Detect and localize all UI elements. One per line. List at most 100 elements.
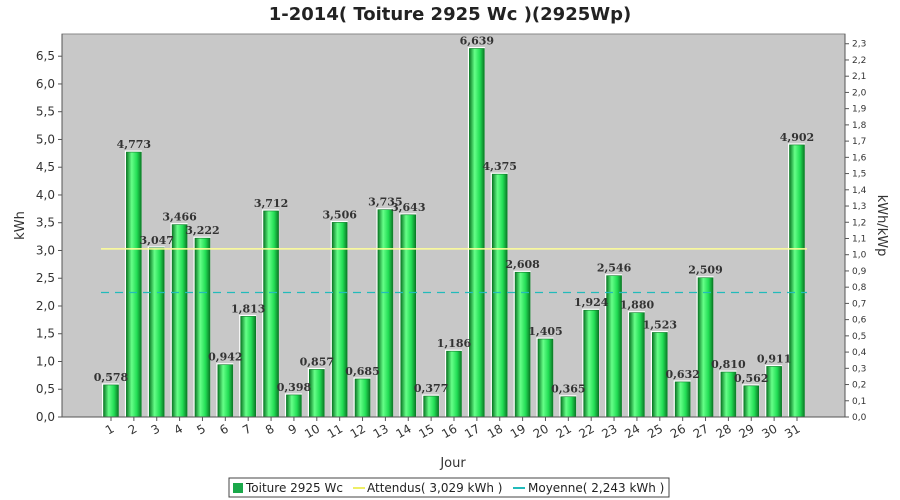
bar-value-label: 0,942 <box>208 351 242 364</box>
y2-tick-label: 0,9 <box>852 267 867 277</box>
y2-tick-label: 0,1 <box>852 397 866 407</box>
x-tick-label: 31 <box>782 421 802 441</box>
x-tick-label: 22 <box>576 421 596 441</box>
legend-label-average: Moyenne( 2,243 kWh ) <box>528 481 664 495</box>
bar-value-label: 3,735 <box>368 196 402 209</box>
x-tick-label: 11 <box>325 421 345 441</box>
bar-value-label: 0,685 <box>345 365 379 378</box>
bar-value-label: 0,398 <box>277 381 312 394</box>
x-axis-label: Jour <box>439 456 466 471</box>
x-tick-label: 21 <box>554 421 574 441</box>
y2-tick-label: 1,4 <box>852 186 867 196</box>
x-tick-label: 20 <box>531 421 551 441</box>
y-axis-right: 0,0 0,1 0,2 0,3 0,4 0,5 0,6 0,7 0,8 0,9 1,0 1,1 1,2 1… <box>844 34 867 423</box>
bar <box>126 151 142 418</box>
bar-value-label: 0,810 <box>711 358 746 371</box>
y2-tick-label: 1,7 <box>852 137 866 147</box>
x-tick-label: 6 <box>217 421 231 437</box>
bar-value-label: 3,643 <box>391 201 425 214</box>
x-tick-label: 14 <box>394 421 414 441</box>
bar-value-label: 3,047 <box>140 234 174 247</box>
bar-value-label: 1,924 <box>574 296 609 309</box>
bar <box>606 275 622 418</box>
bar-value-label: 0,365 <box>551 383 585 396</box>
y-tick-label: 0,5 <box>36 382 55 396</box>
bar-value-label: 2,509 <box>688 264 722 277</box>
bar-value-label: 3,466 <box>162 211 197 224</box>
bar <box>331 222 348 418</box>
x-tick-label: 24 <box>622 421 642 441</box>
y2-tick-label: 0,2 <box>852 381 866 391</box>
bar-value-label: 6,639 <box>460 34 494 47</box>
bar-value-label: 1,405 <box>528 325 562 338</box>
y2-tick-label: 0,0 <box>852 413 867 423</box>
y2-tick-label: 0,3 <box>852 364 866 374</box>
y-tick-label: 1,0 <box>36 354 55 368</box>
bar-value-label: 0,857 <box>300 355 334 368</box>
bar <box>446 350 462 418</box>
y2-tick-label: 1,9 <box>852 105 867 115</box>
x-tick-label: 19 <box>508 421 528 441</box>
y-tick-label: 2,0 <box>36 299 55 313</box>
bar-value-label: 0,578 <box>94 371 129 384</box>
bar-value-label: 0,562 <box>734 372 768 385</box>
bar <box>377 209 394 418</box>
y2-tick-label: 1,6 <box>852 153 867 163</box>
bar <box>766 366 782 418</box>
x-tick-label: 8 <box>263 421 277 437</box>
y-tick-label: 6,5 <box>36 49 55 63</box>
bar <box>743 385 760 418</box>
bar <box>194 237 211 418</box>
bar <box>308 369 325 418</box>
legend-label-bars: Toiture 2925 Wc <box>245 481 343 495</box>
bar <box>103 384 119 418</box>
bar <box>560 396 577 418</box>
y2-tick-label: 0,6 <box>852 316 867 326</box>
y2-tick-label: 1,3 <box>852 202 866 212</box>
bar-value-label: 4,375 <box>483 160 517 173</box>
x-tick-label: 13 <box>371 421 391 441</box>
bar <box>469 48 485 418</box>
bar-value-label: 0,632 <box>665 368 699 381</box>
x-tick-label: 10 <box>302 421 322 441</box>
bar-value-label: 1,813 <box>231 302 265 315</box>
x-tick-label: 30 <box>759 421 779 441</box>
y-tick-label: 0,0 <box>36 410 55 424</box>
bar <box>354 378 371 418</box>
x-tick-label: 26 <box>668 421 688 441</box>
x-tick-label: 12 <box>348 421 368 441</box>
bar-value-label: 3,222 <box>185 224 219 237</box>
x-tick-label: 16 <box>439 421 459 441</box>
x-tick-label: 25 <box>645 421 665 441</box>
bar <box>491 173 508 418</box>
y2-tick-label: 2,0 <box>852 88 867 98</box>
bar <box>148 247 165 418</box>
y-tick-label: 4,0 <box>36 188 55 202</box>
bar-value-label: 4,773 <box>117 138 151 151</box>
y2-tick-label: 1,2 <box>852 218 866 228</box>
x-tick-label: 4 <box>171 421 185 437</box>
bar-value-label: 2,608 <box>505 258 540 271</box>
bar <box>537 338 554 418</box>
bar-value-label: 3,712 <box>254 197 288 210</box>
x-axis: 1 2 3 4 5 6 7 8 9 10 11 12 13 14 15 16 17 18 19 20 21 22 23 24 2… <box>62 416 845 441</box>
bar <box>423 395 439 418</box>
bar-value-label: 1,880 <box>620 299 655 312</box>
bar <box>583 309 600 418</box>
y2-tick-label: 0,7 <box>852 299 866 309</box>
x-tick-label: 7 <box>240 421 254 437</box>
legend-label-expected: Attendus( 3,029 kWh ) <box>367 481 502 495</box>
bar-value-label: 1,186 <box>437 337 472 350</box>
y2-tick-label: 1,0 <box>852 251 867 261</box>
y-tick-label: 5,5 <box>36 105 55 119</box>
x-tick-label: 17 <box>462 421 482 441</box>
bar <box>240 316 256 418</box>
legend-swatch-bars <box>233 483 243 493</box>
x-tick-label: 1 <box>103 421 117 437</box>
x-tick-label: 28 <box>714 421 734 441</box>
bar <box>697 277 714 418</box>
y-tick-label: 5,0 <box>36 132 55 146</box>
y2-tick-label: 0,5 <box>852 332 866 342</box>
bar-value-label: 3,506 <box>322 208 357 221</box>
